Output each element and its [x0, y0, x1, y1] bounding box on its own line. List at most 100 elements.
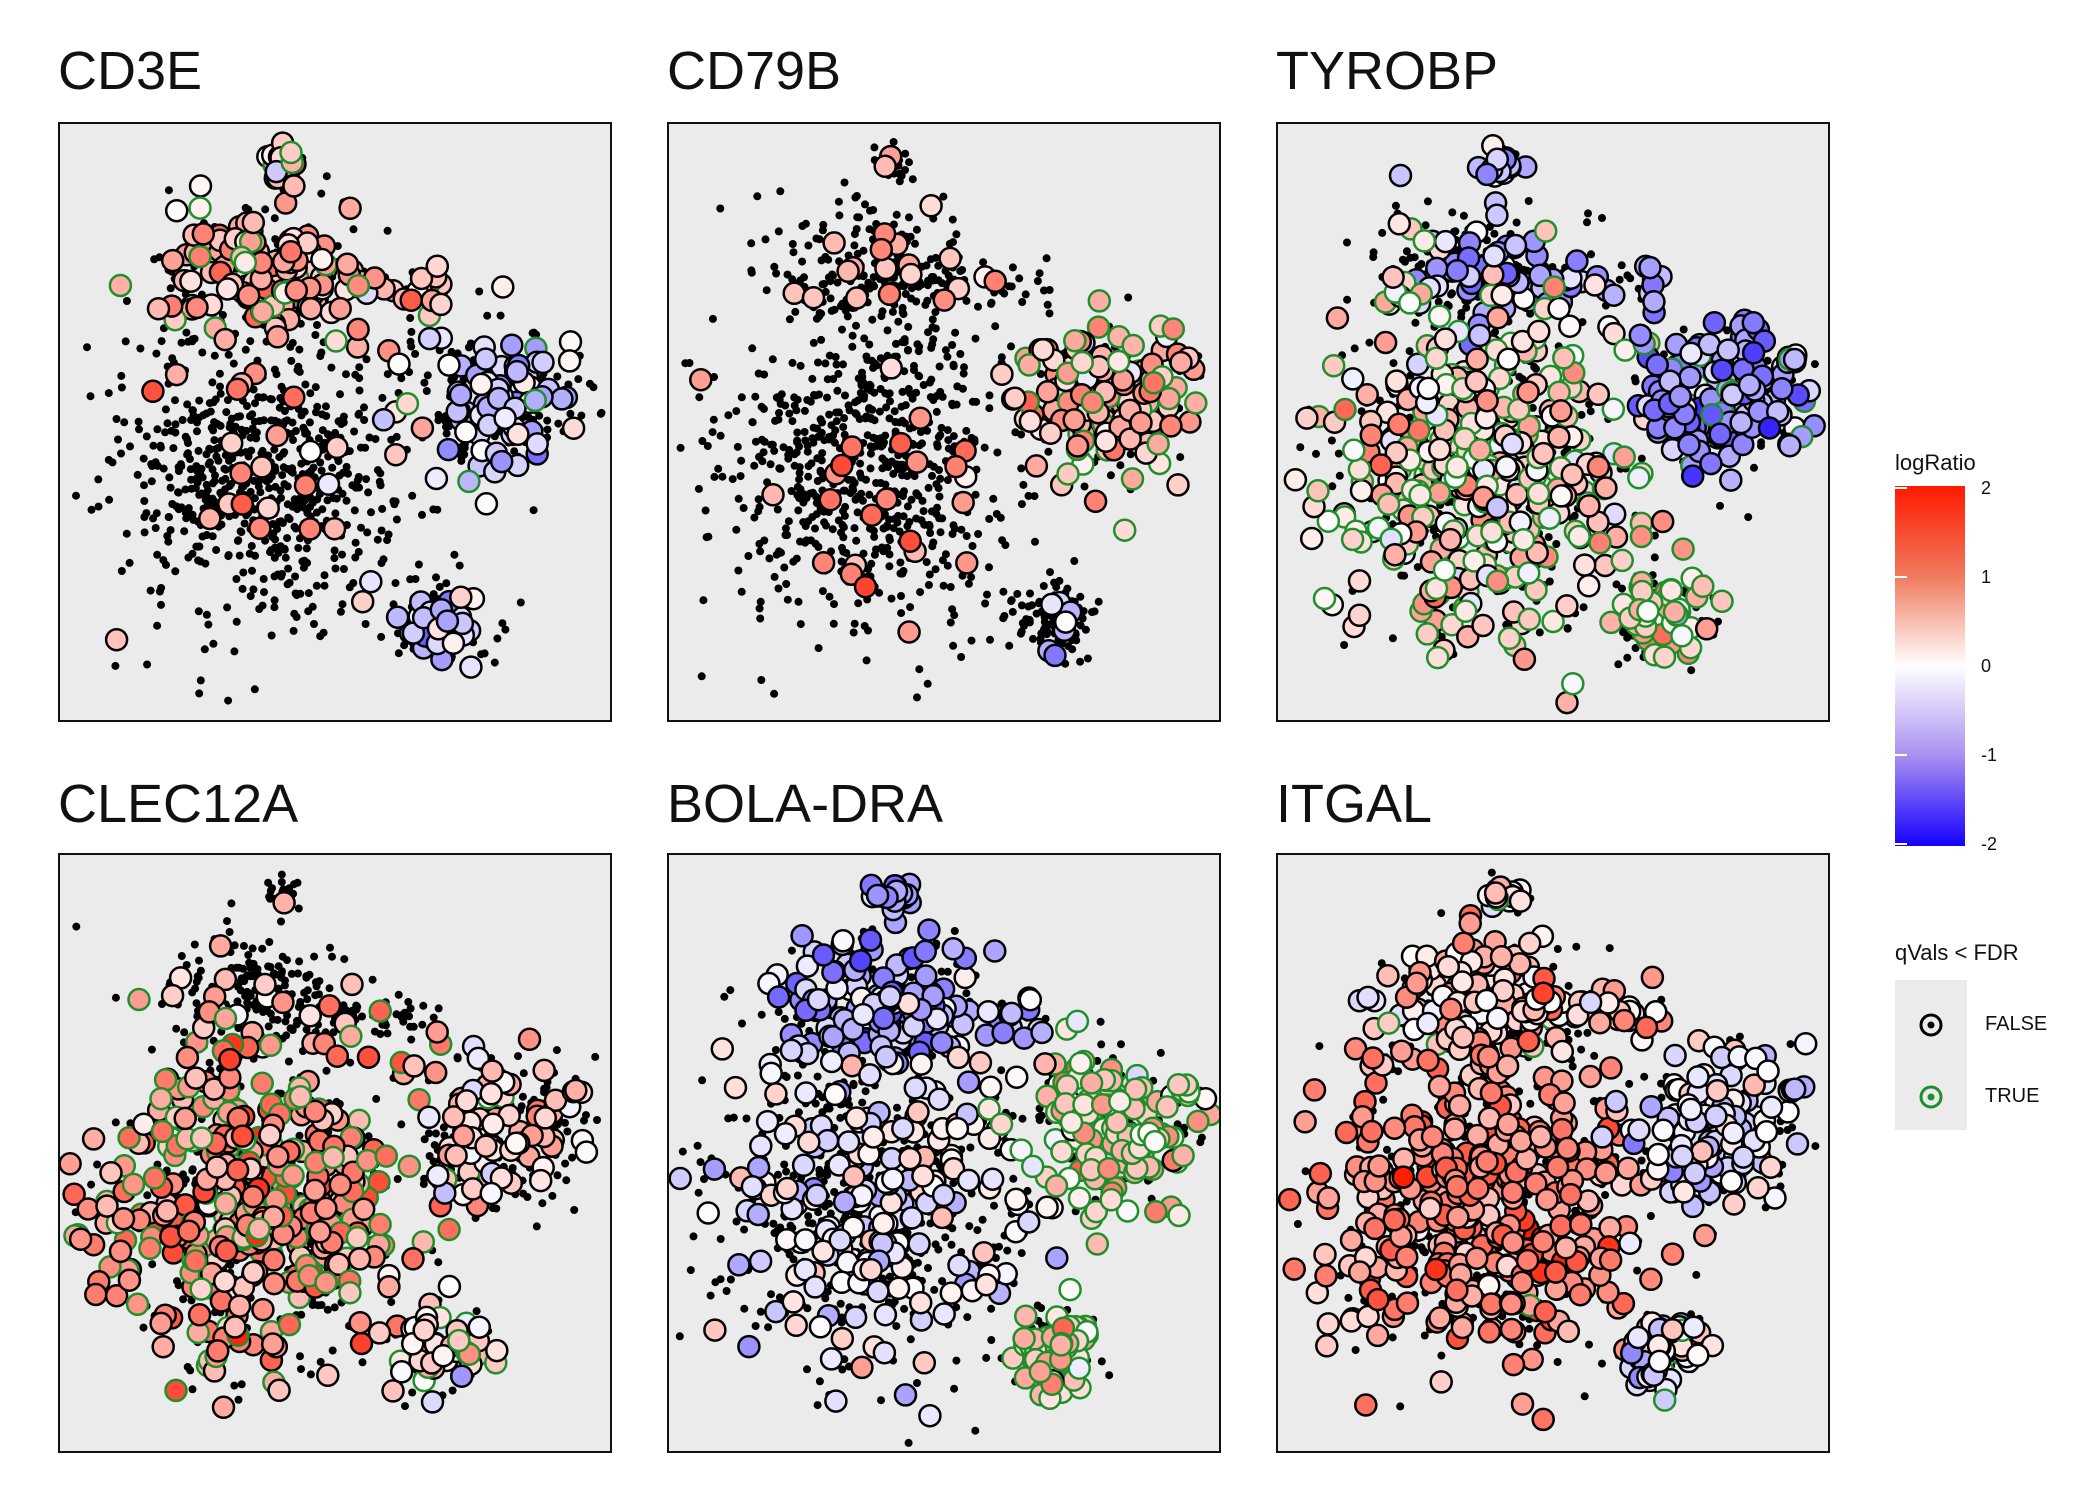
cell-point [317, 466, 326, 475]
cell-point [304, 589, 313, 598]
cell-point-expressing [1038, 421, 1063, 445]
cell-point-expressing [879, 356, 903, 380]
cell-point [277, 382, 286, 391]
cell-point [94, 475, 103, 484]
cell-point [1007, 342, 1015, 351]
cell-point [888, 307, 897, 316]
cell-point [857, 473, 866, 482]
cell-point [851, 495, 860, 504]
cell-point [147, 477, 156, 486]
cell-point [300, 426, 309, 435]
cell-point [1081, 625, 1090, 634]
cell-point [941, 346, 950, 355]
cell-point [833, 278, 842, 287]
cell-point [270, 445, 279, 454]
cell-point [699, 596, 708, 605]
cell-point [956, 267, 965, 276]
cell-point [331, 564, 340, 573]
cell-point [937, 423, 946, 432]
plot-area [667, 122, 1221, 722]
cell-point [249, 585, 258, 594]
cell-point [762, 286, 771, 295]
cell-point [952, 230, 961, 239]
cell-point [1018, 619, 1027, 628]
cell-point-expressing [449, 585, 473, 610]
cell-point [1031, 537, 1039, 546]
cell-point [342, 462, 351, 471]
cell-point-expressing [836, 259, 860, 284]
cell-point [1623, 633, 1632, 642]
cell-point [104, 389, 113, 398]
cell-point [195, 490, 204, 499]
cell-point [187, 475, 196, 484]
cell-point [812, 234, 821, 243]
cell-point [804, 241, 813, 250]
cell-point-expressing [908, 406, 933, 430]
cell-point [209, 426, 218, 435]
cell-point [840, 511, 849, 520]
cell-point-expressing [1467, 323, 1492, 348]
cell-point [832, 417, 841, 426]
cell-point [757, 402, 766, 411]
cell-point [704, 532, 713, 541]
cell-point-significant [1541, 609, 1565, 634]
cell-point [814, 644, 823, 653]
cell-point [1076, 657, 1085, 666]
panel-title: TYROBP [1276, 41, 1499, 101]
cell-point [362, 355, 371, 364]
cell-point [342, 370, 350, 379]
cell-point [1040, 625, 1048, 634]
cell-point [360, 416, 369, 424]
cell-point [276, 486, 285, 495]
cell-point [140, 513, 149, 521]
cell-point [270, 214, 279, 223]
cell-point [781, 524, 790, 533]
cell-point [376, 469, 385, 478]
cell-point [323, 496, 332, 505]
cell-point-expressing [164, 198, 189, 223]
cell-point [787, 487, 796, 495]
cell-point [910, 472, 919, 481]
cell-point [250, 685, 259, 694]
cell-point [901, 166, 909, 174]
cell-point [311, 383, 320, 392]
cell-point-expressing [429, 292, 453, 317]
cell-point [776, 464, 785, 473]
cell-point [225, 482, 234, 490]
cell-point-expressing [811, 551, 836, 575]
cell-point [783, 595, 792, 604]
cell-point-expressing [1602, 283, 1626, 307]
cell-point [442, 429, 451, 438]
cell-point [885, 562, 894, 571]
cell-point [928, 315, 937, 324]
cell-point [768, 440, 777, 449]
cell-point [793, 482, 802, 491]
cell-point [865, 340, 874, 349]
cell-point-expressing [1576, 573, 1601, 598]
cell-point [943, 476, 952, 485]
cell-point [200, 645, 209, 654]
cell-point [791, 307, 800, 316]
cell-point [820, 518, 829, 527]
cell-point [1350, 344, 1359, 353]
cell-point [905, 213, 913, 222]
cell-point [397, 374, 406, 383]
cell-point [1040, 613, 1049, 622]
cell-point [795, 475, 804, 484]
cell-point [339, 412, 348, 421]
cell-point [716, 431, 725, 440]
cell-point-expressing [990, 362, 1014, 386]
cell-point-significant [1112, 518, 1137, 542]
cell-point-significant [250, 300, 275, 324]
cell-point-significant [395, 391, 420, 416]
cell-point [153, 425, 162, 434]
cell-point [863, 431, 872, 440]
cell-point [365, 433, 374, 442]
cell-point [134, 417, 143, 426]
cell-point [985, 563, 993, 572]
cell-point [209, 639, 218, 648]
cell-point [1623, 271, 1632, 280]
cell-point [926, 393, 935, 402]
cell-point [924, 276, 932, 285]
cell-point-expressing [955, 551, 979, 575]
